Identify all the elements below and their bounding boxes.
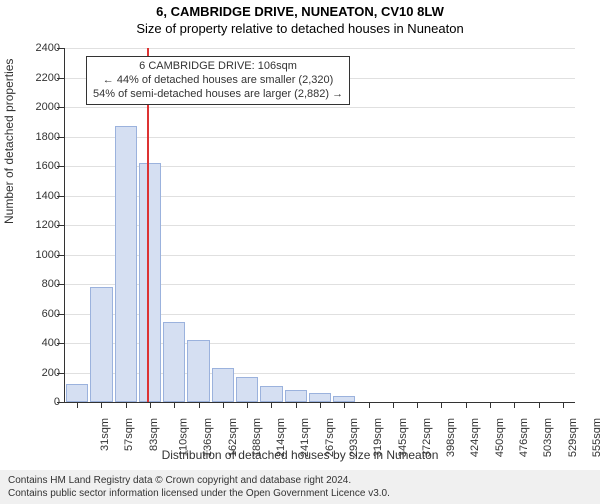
x-tick-label: 476sqm — [518, 418, 530, 457]
x-tick-label: 162sqm — [227, 418, 239, 457]
annotation-line: 54% of semi-detached houses are larger (… — [93, 88, 343, 102]
y-tick-label: 600 — [10, 308, 60, 320]
x-tick-label: 31sqm — [99, 418, 111, 451]
y-tick-label: 800 — [10, 278, 60, 290]
x-tick-label: 529sqm — [567, 418, 579, 457]
x-tick-label: 503sqm — [542, 418, 554, 457]
y-tick-label: 200 — [10, 367, 60, 379]
x-tick-label: 450sqm — [494, 418, 506, 457]
x-tick-label: 57sqm — [123, 418, 135, 451]
y-tick-label: 0 — [10, 396, 60, 408]
x-tick-label: 110sqm — [177, 418, 189, 456]
histogram-bar — [163, 322, 185, 402]
annotation-line: ← 44% of detached houses are smaller (2,… — [93, 74, 343, 88]
footer-line-2: Contains public sector information licen… — [8, 487, 592, 500]
y-tick-label: 1800 — [10, 131, 60, 143]
y-tick-label: 1600 — [10, 160, 60, 172]
histogram-bar — [90, 287, 112, 402]
y-tick-label: 2400 — [10, 42, 60, 54]
y-tick-label: 400 — [10, 337, 60, 349]
page-title: 6, CAMBRIDGE DRIVE, NUNEATON, CV10 8LW — [0, 4, 600, 19]
page-subtitle: Size of property relative to detached ho… — [0, 21, 600, 36]
x-tick-label: 372sqm — [421, 418, 433, 457]
x-tick-label: 319sqm — [372, 418, 384, 457]
marker-annotation: 6 CAMBRIDGE DRIVE: 106sqm← 44% of detach… — [86, 56, 350, 105]
x-tick-label: 555sqm — [591, 418, 600, 457]
x-tick-label: 83sqm — [148, 418, 160, 451]
x-tick-label: 188sqm — [251, 418, 263, 457]
histogram-bar — [212, 368, 234, 402]
footer-attribution: Contains HM Land Registry data © Crown c… — [0, 470, 600, 504]
x-tick-label: 345sqm — [397, 418, 409, 457]
y-tick-label: 1000 — [10, 249, 60, 261]
y-tick-label: 1400 — [10, 190, 60, 202]
x-tick-label: 241sqm — [300, 418, 312, 457]
histogram-bar — [115, 126, 137, 402]
histogram-bar — [260, 386, 282, 402]
histogram-bar — [139, 163, 161, 402]
histogram-bar — [309, 393, 331, 402]
histogram-bar — [187, 340, 209, 402]
y-tick-label: 1200 — [10, 219, 60, 231]
y-tick-label: 2200 — [10, 72, 60, 84]
x-tick-label: 424sqm — [470, 418, 482, 457]
x-tick-label: 214sqm — [275, 418, 287, 457]
histogram-bar — [285, 390, 307, 402]
y-tick-label: 2000 — [10, 101, 60, 113]
annotation-line: 6 CAMBRIDGE DRIVE: 106sqm — [93, 60, 343, 74]
histogram-bar — [236, 377, 258, 402]
x-tick-label: 267sqm — [324, 418, 336, 457]
x-tick-label: 293sqm — [348, 418, 360, 457]
x-tick-label: 136sqm — [202, 418, 214, 457]
x-tick-label: 398sqm — [445, 418, 457, 457]
footer-line-1: Contains HM Land Registry data © Crown c… — [8, 474, 592, 487]
histogram-bar — [66, 384, 88, 402]
